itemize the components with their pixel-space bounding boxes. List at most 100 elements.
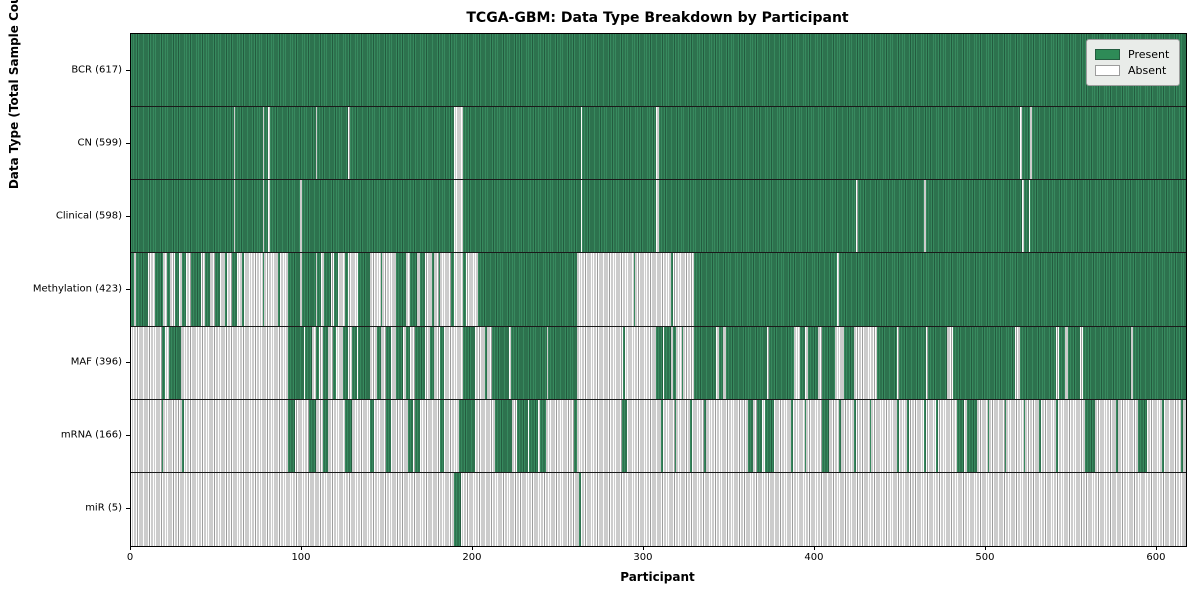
x-tick-label: 200 [462, 552, 482, 563]
x-tick-label: 0 [126, 552, 134, 563]
present-segment [1038, 399, 1041, 472]
present-segment [838, 253, 1186, 326]
present-segment [431, 253, 434, 326]
present-segment [655, 326, 663, 399]
y-tick-label-BCR: BCR (617) [71, 64, 122, 76]
present-segment [987, 399, 990, 472]
present-segment [582, 107, 656, 180]
present-segment [440, 399, 444, 472]
present-segment [1023, 399, 1026, 472]
present-segment [131, 34, 1186, 107]
present-segment [1162, 399, 1164, 472]
row-MAF [131, 326, 1186, 400]
present-segment [808, 326, 819, 399]
present-segment [1032, 107, 1186, 180]
present-segment [175, 253, 179, 326]
present-segment [288, 253, 301, 326]
present-segment [659, 180, 856, 253]
legend: Present Absent [1086, 39, 1180, 86]
y-tick-mark [126, 69, 130, 71]
present-segment [693, 326, 716, 399]
y-tick-mark [126, 362, 130, 364]
present-segment [529, 399, 538, 472]
present-segment [430, 326, 434, 399]
present-segment [235, 180, 263, 253]
present-segment [539, 399, 547, 472]
y-tick-mark [126, 142, 130, 144]
present-segment [317, 253, 321, 326]
present-segment [370, 399, 374, 472]
present-segment [804, 399, 807, 472]
present-segment [664, 326, 672, 399]
present-segment [324, 253, 332, 326]
present-segment [262, 253, 265, 326]
y-tick-mark [126, 508, 130, 510]
present-segment [396, 326, 403, 399]
present-segment [857, 180, 925, 253]
present-segment [440, 326, 444, 399]
present-segment [438, 253, 441, 326]
present-segment [454, 472, 461, 546]
present-segment [459, 399, 475, 472]
present-segment [897, 399, 899, 472]
present-segment [190, 253, 202, 326]
present-segment [182, 253, 186, 326]
present-segment [623, 326, 626, 399]
present-segment [491, 326, 509, 399]
present-segment [166, 253, 171, 326]
present-segment [462, 253, 467, 326]
present-segment [756, 399, 762, 472]
row-miR [131, 472, 1186, 546]
present-segment [231, 253, 237, 326]
present-segment [334, 253, 338, 326]
present-segment [168, 326, 181, 399]
y-tick-label-miR: miR (5) [85, 502, 122, 514]
present-segment [693, 253, 838, 326]
present-segment [1115, 399, 1118, 472]
present-segment [953, 326, 1015, 399]
x-tick-mark [300, 546, 302, 550]
present-segment [1021, 107, 1031, 180]
present-segment [659, 107, 1021, 180]
present-segment [225, 253, 227, 326]
plot-area [130, 33, 1187, 547]
present-segment [799, 326, 805, 399]
present-segment [924, 399, 927, 472]
present-segment [578, 472, 581, 546]
present-segment [791, 399, 793, 472]
present-segment [1068, 326, 1080, 399]
present-segment [748, 399, 754, 472]
present-segment [573, 399, 578, 472]
x-tick-label: 100 [291, 552, 311, 563]
present-segment [854, 399, 856, 472]
y-tick-label-CN: CN (599) [77, 137, 122, 149]
present-segment [1083, 326, 1132, 399]
present-segment [661, 399, 663, 472]
y-tick-label-Methylation: Methylation (423) [32, 283, 122, 295]
x-tick-mark [642, 546, 644, 550]
row-CN [131, 107, 1186, 181]
present-segment [450, 253, 455, 326]
present-segment [349, 107, 455, 180]
y-axis-label: Data Type (Total Sample Count) [7, 0, 21, 190]
present-segment [358, 253, 371, 326]
present-segment [136, 253, 149, 326]
present-segment [926, 180, 1022, 253]
present-segment [510, 326, 547, 399]
present-segment [358, 326, 371, 399]
present-segment [377, 326, 381, 399]
present-segment [269, 180, 301, 253]
present-segment [478, 253, 578, 326]
present-segment [380, 253, 383, 326]
present-segment [517, 399, 528, 472]
present-segment [1020, 326, 1057, 399]
present-segment [703, 399, 706, 472]
present-segment [322, 326, 328, 399]
legend-entry-absent: Absent [1095, 64, 1171, 77]
present-segment [414, 399, 420, 472]
present-segment [621, 399, 627, 472]
row-Methylation [131, 253, 1186, 327]
present-segment [408, 399, 414, 472]
present-segment [214, 253, 220, 326]
x-tick-mark [984, 546, 986, 550]
